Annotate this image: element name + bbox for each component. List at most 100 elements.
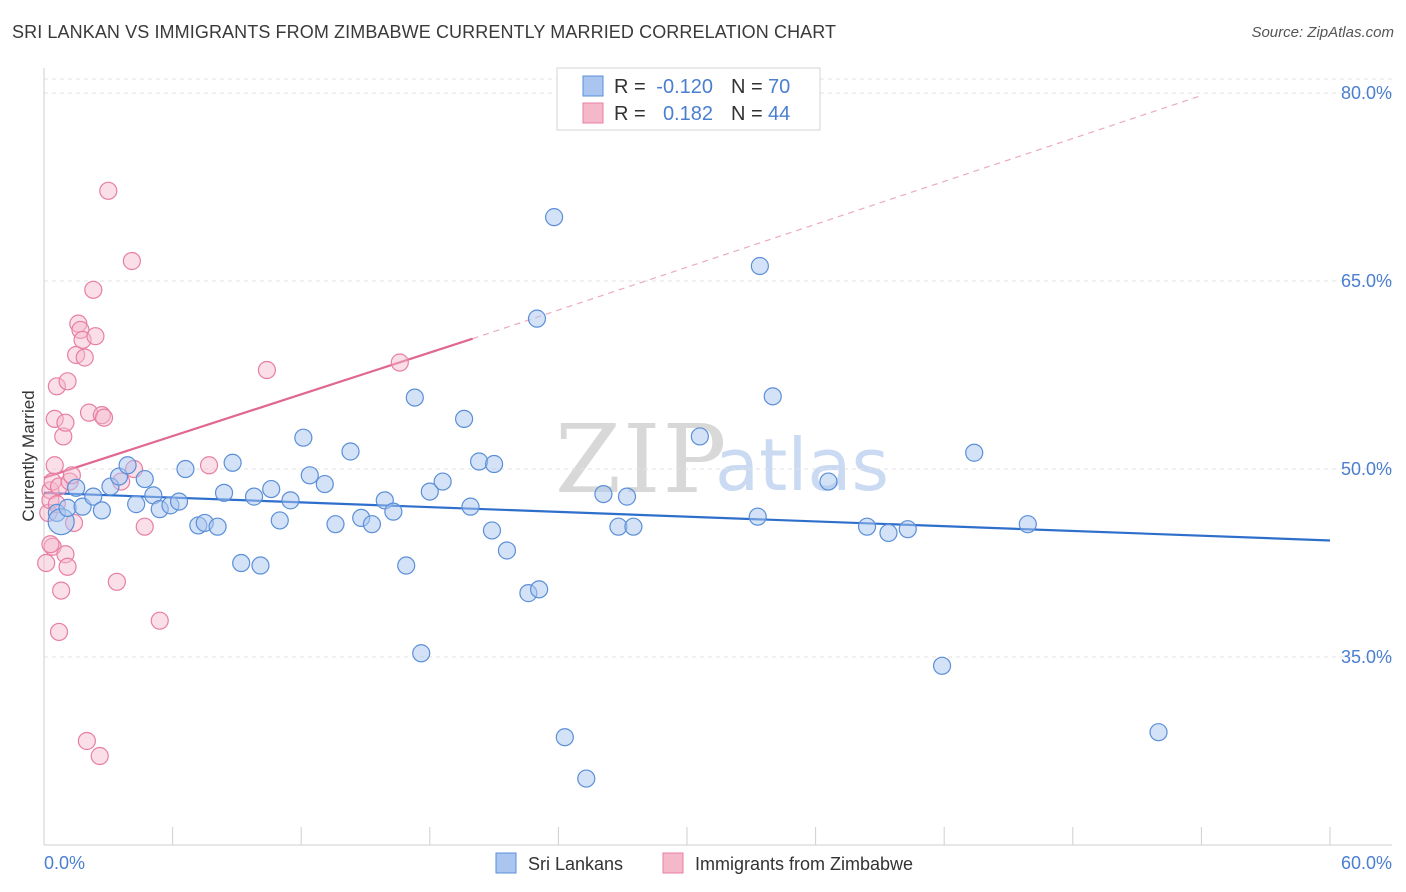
data-point-sri-lankans — [819, 472, 838, 491]
legend-label-zimbabwe: Immigrants from Zimbabwe — [695, 854, 913, 874]
y-tick-label: 80.0% — [1341, 83, 1392, 103]
data-point-sri-lankans — [857, 517, 877, 536]
x-tick-label-min: 0.0% — [44, 853, 85, 873]
data-point-sri-lankans — [879, 523, 898, 543]
data-point-sri-lankans — [763, 387, 782, 406]
data-point-sri-lankans — [251, 556, 270, 575]
data-point-sri-lankans — [594, 484, 613, 504]
data-point-zimbabwe — [58, 557, 77, 576]
y-tick-label: 35.0% — [1341, 647, 1392, 667]
legend-r-label: R = — [614, 76, 646, 98]
data-point-sri-lankans — [270, 511, 289, 530]
data-point-zimbabwe — [52, 581, 71, 600]
legend-row-zimbabwe: R = 0.182 N = 44 — [582, 102, 790, 125]
data-point-zimbabwe — [54, 427, 73, 446]
series-sri-lankans-points — [47, 208, 1168, 788]
y-tick-label: 50.0% — [1341, 459, 1392, 479]
series-legend: Sri Lankans Immigrants from Zimbabwe — [495, 852, 913, 874]
data-point-zimbabwe — [47, 377, 66, 396]
data-point-sri-lankans — [545, 208, 564, 227]
data-point-sri-lankans — [326, 515, 345, 534]
data-point-zimbabwe — [135, 517, 154, 536]
trend-line-zimbabwe-extension — [472, 95, 1202, 340]
legend-swatch-pink — [582, 102, 604, 124]
data-point-sri-lankans — [294, 428, 313, 447]
data-point-sri-lankans — [244, 487, 264, 506]
legend-r-value: -0.120 — [656, 76, 713, 98]
data-point-sri-lankans — [208, 517, 227, 536]
watermark-zip: ZIP — [555, 405, 728, 515]
chart-title: SRI LANKAN VS IMMIGRANTS FROM ZIMBABWE C… — [12, 22, 837, 42]
data-point-zimbabwe — [84, 280, 103, 299]
data-point-sri-lankans — [617, 487, 637, 506]
data-point-zimbabwe — [90, 746, 109, 766]
data-point-sri-lankans — [527, 309, 547, 328]
y-axis-tick-labels: 35.0% 50.0% 65.0% 80.0% — [1341, 83, 1392, 667]
data-point-sri-lankans — [262, 479, 281, 499]
data-point-sri-lankans — [315, 474, 334, 494]
trend-line-zimbabwe — [43, 337, 474, 479]
data-point-sri-lankans — [384, 502, 403, 521]
data-point-sri-lankans — [748, 507, 767, 526]
data-point-zimbabwe — [77, 731, 96, 751]
data-point-zimbabwe — [390, 353, 409, 372]
data-point-sri-lankans — [127, 495, 146, 514]
legend-row-sri-lankans: R = -0.120 N = 70 — [582, 75, 790, 98]
data-point-zimbabwe — [92, 406, 111, 425]
legend-swatch-sri-lankans — [495, 852, 517, 874]
data-point-sri-lankans — [412, 644, 431, 663]
series-zimbabwe-points — [37, 181, 409, 766]
correlation-legend: R = -0.120 N = 70 R = 0.182 N = 44 — [556, 67, 821, 131]
x-axis-ticks — [172, 827, 1331, 845]
data-point-sri-lankans — [690, 427, 709, 446]
data-point-sri-lankans — [555, 728, 574, 747]
data-point-zimbabwe — [45, 456, 64, 475]
x-tick-label-max: 60.0% — [1341, 853, 1392, 873]
data-point-sri-lankans — [898, 520, 917, 539]
data-point-zimbabwe — [94, 408, 114, 427]
data-point-sri-lankans — [362, 515, 382, 534]
data-point-sri-lankans — [965, 443, 984, 462]
data-point-sri-lankans — [461, 497, 480, 516]
legend-n-label: N = — [731, 76, 763, 98]
data-point-zimbabwe — [56, 413, 75, 432]
data-point-zimbabwe — [107, 572, 126, 591]
data-point-sri-lankans — [469, 452, 489, 471]
data-point-zimbabwe — [122, 251, 141, 271]
legend-label-sri-lankans: Sri Lankans — [528, 854, 623, 874]
data-point-sri-lankans — [67, 478, 86, 497]
data-point-sri-lankans — [232, 553, 251, 573]
data-point-sri-lankans — [397, 556, 416, 575]
data-point-zimbabwe — [150, 611, 169, 630]
y-axis-label: Currently Married — [19, 390, 38, 521]
data-point-sri-lankans — [433, 472, 452, 491]
data-point-zimbabwe — [99, 181, 118, 200]
data-point-sri-lankans — [1149, 723, 1168, 742]
data-point-zimbabwe — [49, 622, 69, 642]
legend-n-label: N = — [731, 103, 763, 125]
data-point-sri-lankans — [169, 492, 189, 511]
data-point-sri-lankans — [624, 517, 643, 536]
data-point-sri-lankans — [577, 769, 596, 788]
data-point-zimbabwe — [45, 409, 64, 429]
legend-swatch-zimbabwe — [662, 852, 684, 874]
data-point-zimbabwe — [58, 372, 77, 391]
data-point-zimbabwe — [86, 327, 105, 346]
data-point-sri-lankans — [482, 521, 502, 540]
data-point-sri-lankans — [223, 453, 242, 472]
data-point-sri-lankans — [118, 456, 137, 475]
data-point-sri-lankans — [341, 442, 360, 461]
data-point-sri-lankans — [420, 482, 439, 501]
data-point-sri-lankans — [176, 459, 195, 479]
legend-r-label: R = — [614, 103, 646, 125]
data-point-sri-lankans — [750, 256, 769, 276]
data-point-sri-lankans — [454, 409, 474, 429]
data-point-sri-lankans — [1018, 515, 1037, 534]
data-point-zimbabwe — [199, 456, 219, 475]
data-point-sri-lankans — [485, 454, 504, 474]
data-point-sri-lankans — [497, 541, 517, 560]
legend-n-value: 44 — [768, 103, 790, 125]
source-label: Source: ZipAtlas.com — [1251, 24, 1394, 41]
data-point-zimbabwe — [41, 535, 60, 554]
